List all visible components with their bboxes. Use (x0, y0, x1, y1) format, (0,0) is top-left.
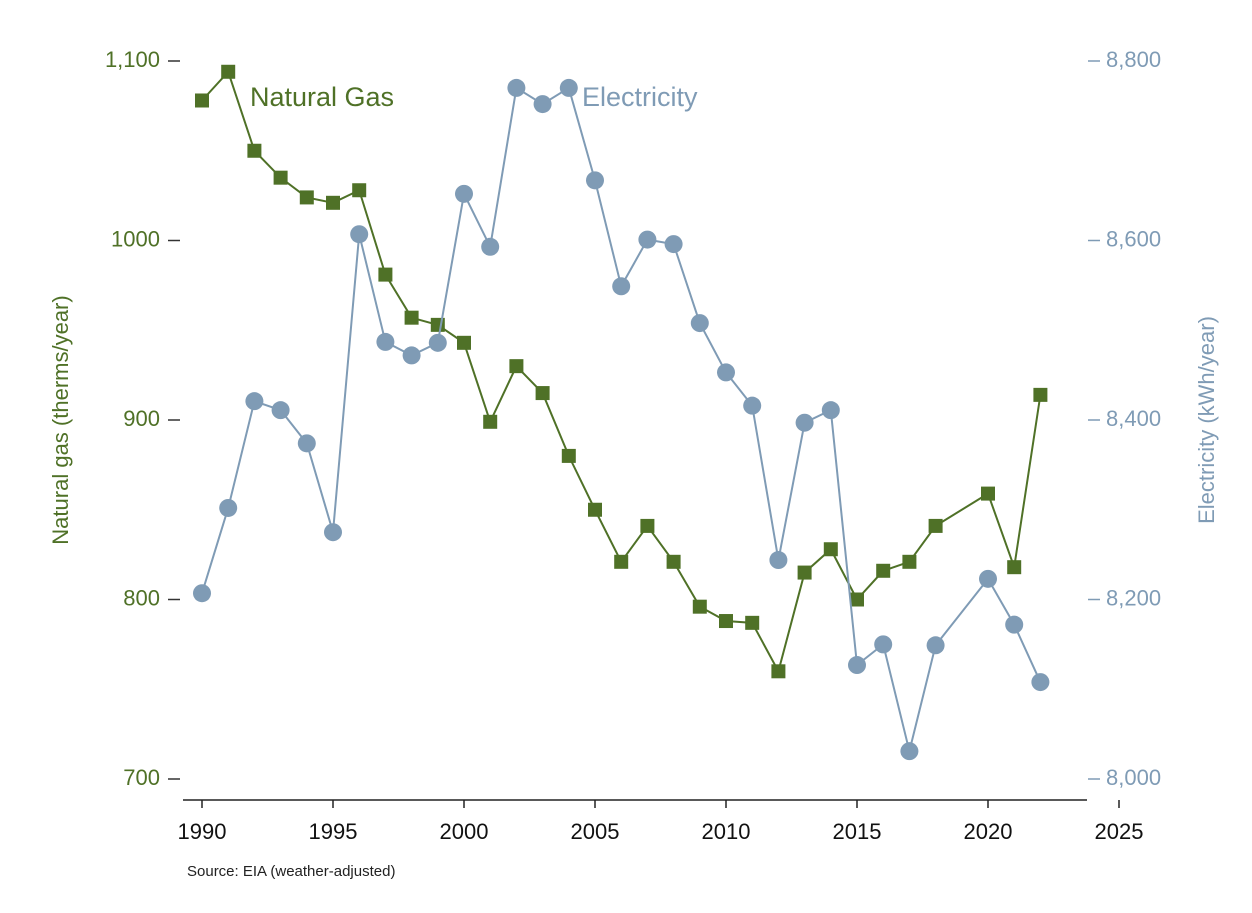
marker (428, 333, 447, 352)
marker (271, 401, 290, 420)
y-tick-label: 800 (123, 585, 160, 610)
marker (719, 614, 733, 629)
marker (483, 414, 498, 429)
marker (902, 554, 917, 569)
marker (821, 401, 840, 420)
marker (745, 615, 760, 630)
source-note: Source: EIA (weather-adjusted) (187, 863, 395, 880)
marker (612, 277, 631, 296)
series-label: Electricity (582, 82, 698, 112)
series-line (201, 69, 1042, 674)
marker (666, 554, 681, 569)
x-tick-label: 1990 (178, 819, 227, 844)
x-tick-label: 2015 (833, 819, 882, 844)
marker (981, 486, 995, 501)
marker (771, 664, 786, 679)
marker (376, 332, 395, 351)
marker (297, 434, 316, 453)
marker (350, 225, 369, 244)
marker (640, 518, 655, 533)
x-tick-label: 1995 (309, 819, 358, 844)
y-axis-label: Natural gas (therms/year) (48, 295, 73, 544)
series-label: Natural Gas (250, 82, 394, 112)
marker (561, 448, 576, 463)
marker (221, 64, 236, 79)
marker (690, 314, 709, 333)
marker (874, 635, 893, 654)
y2-tick-label: 8,000 (1106, 765, 1161, 790)
marker (928, 518, 943, 533)
marker (664, 235, 683, 254)
marker (509, 359, 524, 374)
marker (850, 592, 864, 607)
marker (533, 95, 552, 114)
y-tick-label: 1000 (111, 226, 160, 251)
y-tick-label: 1,100 (105, 47, 160, 72)
marker (193, 584, 211, 603)
marker (692, 599, 707, 614)
marker (848, 656, 866, 675)
marker (1007, 560, 1022, 575)
marker (823, 542, 838, 557)
y2-tick-label: 8,800 (1106, 47, 1161, 72)
y-tick-label: 700 (123, 765, 160, 790)
marker (455, 184, 473, 203)
marker (245, 392, 264, 411)
marker (247, 143, 262, 158)
marker (876, 563, 891, 578)
marker (797, 565, 812, 580)
marker (273, 170, 288, 185)
marker (769, 551, 788, 570)
marker (1033, 387, 1048, 402)
marker (743, 396, 762, 415)
marker (926, 636, 945, 655)
marker (614, 554, 629, 569)
marker (588, 502, 602, 517)
marker (402, 346, 421, 365)
marker (299, 190, 314, 205)
marker (219, 498, 238, 517)
marker (1031, 673, 1050, 692)
y-tick-label: 900 (123, 406, 160, 431)
marker (507, 78, 526, 97)
x-tick-label: 2010 (702, 819, 751, 844)
marker (326, 195, 340, 210)
y2-tick-label: 8,400 (1106, 406, 1161, 431)
marker (795, 413, 814, 432)
marker (979, 569, 997, 588)
marker (586, 171, 604, 190)
x-tick-label: 2025 (1095, 819, 1144, 844)
marker (324, 523, 342, 542)
marker (457, 335, 471, 350)
y2-tick-label: 8,600 (1106, 226, 1161, 251)
y2-axis-label: Electricity (kWh/year) (1194, 316, 1219, 524)
marker (559, 78, 578, 97)
marker (352, 183, 367, 198)
x-tick-label: 2020 (964, 819, 1013, 844)
x-tick-label: 2000 (440, 819, 489, 844)
marker (195, 93, 209, 108)
x-tick-label: 2005 (571, 819, 620, 844)
marker (535, 386, 550, 401)
marker (404, 310, 419, 325)
marker (1005, 615, 1024, 634)
marker (717, 363, 735, 382)
marker (481, 237, 500, 256)
marker (638, 230, 657, 249)
marker (900, 742, 919, 761)
y2-tick-label: 8,200 (1106, 585, 1161, 610)
marker (378, 267, 393, 282)
series-line (201, 86, 1042, 752)
